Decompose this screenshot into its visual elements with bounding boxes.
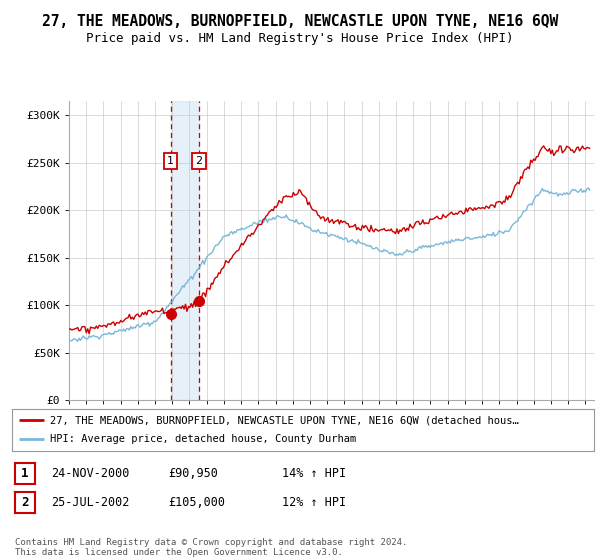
Text: Contains HM Land Registry data © Crown copyright and database right 2024.
This d: Contains HM Land Registry data © Crown c…	[15, 538, 407, 557]
Text: 2: 2	[21, 496, 29, 509]
Text: £90,950: £90,950	[168, 466, 218, 480]
Bar	[170, 101, 199, 400]
Text: HPI: Average price, detached house, County Durham: HPI: Average price, detached house, Coun…	[50, 435, 356, 445]
Text: £105,000: £105,000	[168, 496, 225, 509]
Text: 24-NOV-2000: 24-NOV-2000	[51, 466, 130, 480]
Text: 2: 2	[196, 156, 203, 166]
Text: 27, THE MEADOWS, BURNOPFIELD, NEWCASTLE UPON TYNE, NE16 6QW (detached hous…: 27, THE MEADOWS, BURNOPFIELD, NEWCASTLE …	[50, 415, 518, 425]
Text: 14% ↑ HPI: 14% ↑ HPI	[282, 466, 346, 480]
Text: 12% ↑ HPI: 12% ↑ HPI	[282, 496, 346, 509]
Text: Price paid vs. HM Land Registry's House Price Index (HPI): Price paid vs. HM Land Registry's House …	[86, 32, 514, 45]
Text: 1: 1	[21, 466, 29, 480]
Text: 25-JUL-2002: 25-JUL-2002	[51, 496, 130, 509]
Text: 1: 1	[167, 156, 174, 166]
Text: 27, THE MEADOWS, BURNOPFIELD, NEWCASTLE UPON TYNE, NE16 6QW: 27, THE MEADOWS, BURNOPFIELD, NEWCASTLE …	[42, 14, 558, 29]
